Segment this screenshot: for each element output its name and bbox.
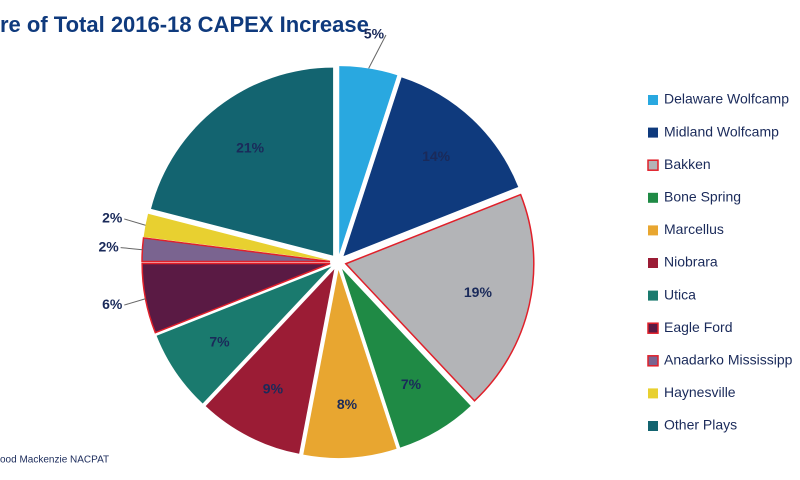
legend-swatch <box>648 127 658 138</box>
legend-label: Niobrara <box>664 254 718 270</box>
legend-label: Delaware Wolfcamp <box>664 91 789 107</box>
data-label: 6% <box>102 296 123 312</box>
legend-swatch <box>648 421 658 431</box>
leader-line <box>124 298 146 306</box>
data-label: 2% <box>98 238 119 254</box>
pie-slice <box>342 268 471 448</box>
legend-label: Bone Spring <box>664 189 741 205</box>
chart-title: re of Total 2016-18 CAPEX Increase <box>0 12 369 37</box>
legend-label: Eagle Ford <box>664 319 732 335</box>
pie-slice <box>205 269 335 454</box>
legend-label: Utica <box>664 286 696 302</box>
legend-swatch <box>647 322 659 334</box>
pie-slice <box>143 213 331 261</box>
legend-label: Marcellus <box>664 221 724 237</box>
data-label: 14% <box>422 148 451 164</box>
pie-slice <box>156 266 332 404</box>
data-label: 7% <box>401 376 422 392</box>
legend-swatch <box>648 95 658 105</box>
leader-line <box>368 34 387 69</box>
data-label: 8% <box>337 396 358 412</box>
legend-label: Bakken <box>664 156 711 172</box>
legend-label: Other Plays <box>664 417 737 433</box>
legend-swatch <box>648 192 658 203</box>
legend-swatch <box>648 225 658 236</box>
pie-slice <box>343 77 519 257</box>
legend-swatch <box>648 258 658 268</box>
legend-swatch <box>648 290 658 301</box>
leader-line <box>120 247 143 251</box>
legend-swatch <box>647 355 659 367</box>
data-label: 9% <box>263 380 284 396</box>
legend-swatch <box>648 388 658 399</box>
data-label: 19% <box>464 284 493 300</box>
legend-label: Haynesville <box>664 384 736 400</box>
data-label: 5% <box>364 26 385 42</box>
pie-slice <box>151 67 334 256</box>
legend-swatch <box>647 159 659 171</box>
source: ood Mackenzie NACPAT <box>0 455 109 466</box>
data-label: 7% <box>209 333 230 349</box>
pie-slice <box>303 269 397 458</box>
legend-label: Anadarko Mississipp <box>664 352 793 368</box>
pie-slice <box>344 193 535 402</box>
data-label: 21% <box>236 139 265 155</box>
pie-slice <box>339 66 398 255</box>
data-label: 2% <box>102 210 123 226</box>
legend-label: Midland Wolfcamp <box>664 123 779 139</box>
pie-slice <box>141 262 331 334</box>
leader-line <box>124 218 146 226</box>
